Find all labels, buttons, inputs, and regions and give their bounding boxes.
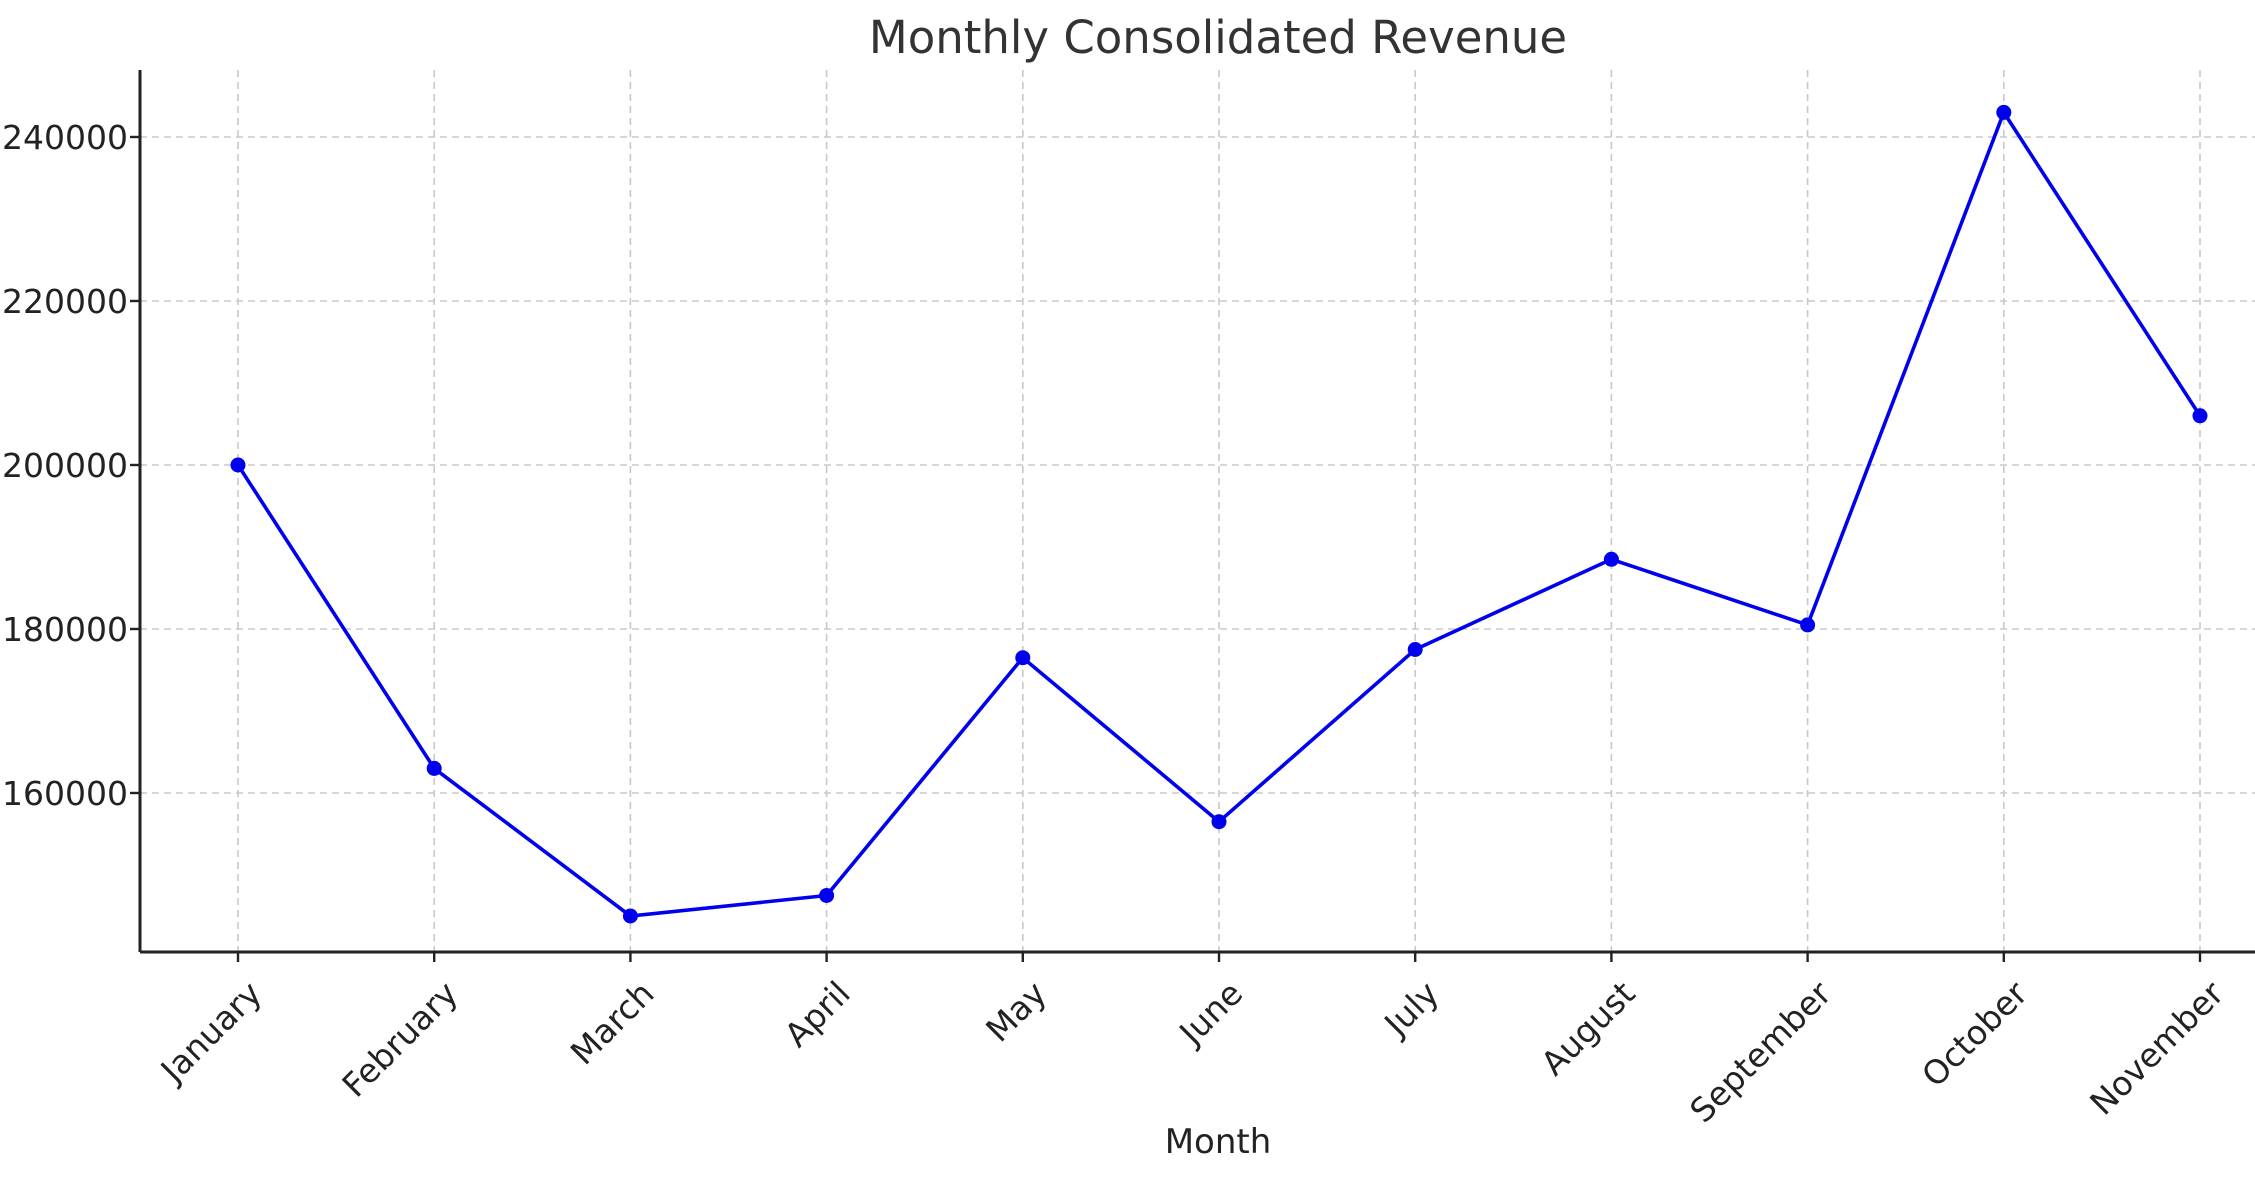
data-point: [1603, 551, 1619, 567]
chart-title: Monthly Consolidated Revenue: [869, 11, 1567, 64]
grid: [140, 70, 2255, 952]
series: [230, 104, 2208, 924]
data-point: [1407, 642, 1423, 657]
data-point: [622, 908, 638, 924]
y-tick-label: 200000: [2, 446, 128, 485]
data-point: [1800, 617, 1816, 633]
data-point: [1015, 650, 1031, 666]
x-axis-label: Month: [1165, 1122, 1272, 1162]
data-point: [426, 760, 442, 776]
data-point: [819, 888, 835, 903]
y-tick-label: 160000: [2, 774, 128, 813]
axes: [138, 70, 2255, 954]
data-point: [230, 457, 246, 473]
y-tick-label: 220000: [2, 282, 128, 321]
data-point: [1211, 814, 1227, 830]
data-point: [2192, 408, 2208, 424]
y-tick-label: 240000: [2, 118, 128, 157]
y-tick-label: 180000: [2, 610, 128, 649]
data-point: [1996, 104, 2012, 120]
